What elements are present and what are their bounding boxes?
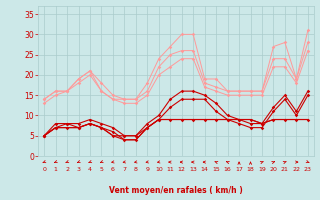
X-axis label: Vent moyen/en rafales ( km/h ): Vent moyen/en rafales ( km/h ) xyxy=(109,186,243,195)
